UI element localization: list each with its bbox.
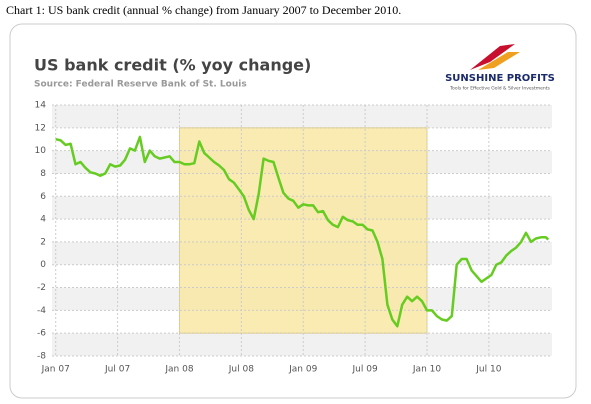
- logo-tagline: Tools for Effective Gold & Silver Invest…: [449, 86, 550, 92]
- plot-band: [52, 105, 552, 128]
- y-tick-label: 6: [40, 192, 46, 202]
- x-tick-label: Jul 07: [104, 365, 130, 375]
- y-tick-label: 14: [35, 101, 47, 111]
- y-tick-label: 12: [35, 123, 46, 133]
- x-tick-label: Jan 08: [164, 365, 193, 375]
- x-tick-label: Jan 10: [412, 365, 441, 375]
- y-tick-label: -4: [37, 306, 46, 316]
- x-tick-label: Jul 10: [475, 365, 501, 375]
- logo-icon: [478, 52, 520, 70]
- x-tick-label: Jul 08: [228, 365, 254, 375]
- x-tick-label: Jan 07: [41, 365, 70, 375]
- y-tick-label: 2: [40, 237, 46, 247]
- logo-icon: [470, 44, 515, 70]
- y-tick-label: -2: [37, 283, 46, 293]
- plot-band: [52, 333, 552, 356]
- chart-title: US bank credit (% yoy change): [34, 56, 311, 75]
- y-tick-label: 10: [35, 146, 47, 156]
- y-tick-label: -8: [37, 352, 46, 362]
- caption: Chart 1: US bank credit (annual % change…: [6, 3, 401, 17]
- x-tick-label: Jul 09: [352, 365, 378, 375]
- y-tick-label: 0: [40, 260, 46, 270]
- x-tick-label: Jan 09: [288, 365, 317, 375]
- y-tick-label: -6: [37, 329, 46, 339]
- y-tick-label: 4: [40, 215, 46, 225]
- subtitle: Source: Federal Reserve Bank of St. Loui…: [34, 80, 247, 90]
- y-tick-label: 8: [40, 169, 46, 179]
- data-line: [55, 135, 550, 328]
- logo-name: SUNSHINE PROFITS: [445, 73, 555, 84]
